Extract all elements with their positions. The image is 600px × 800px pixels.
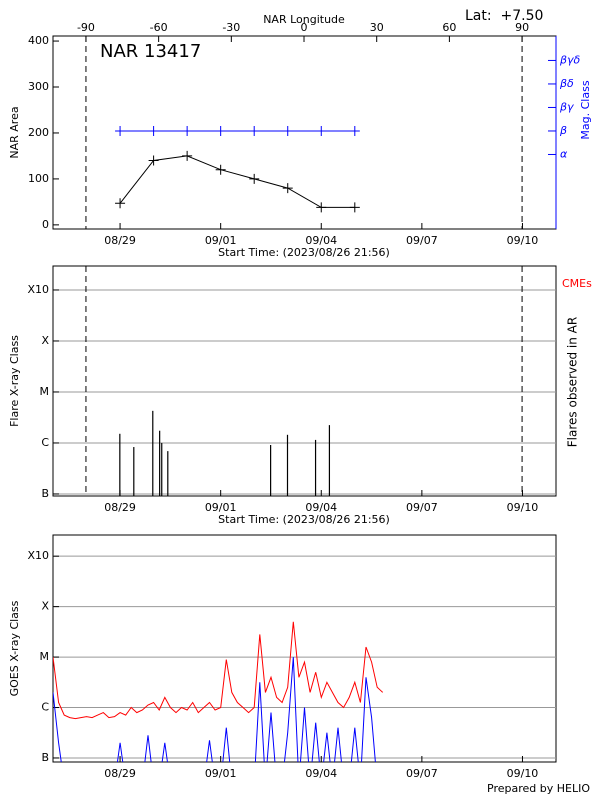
marker bbox=[349, 125, 360, 136]
x2-tick-label: -60 bbox=[150, 21, 168, 34]
y2-tick-label: βδ bbox=[559, 77, 574, 90]
y-tick-label: C bbox=[41, 701, 49, 714]
y-tick-label: 200 bbox=[28, 126, 49, 139]
y2-axis-label: Mag. Class bbox=[579, 80, 592, 139]
marker bbox=[316, 202, 327, 213]
marker bbox=[148, 155, 159, 166]
y-tick-label: 0 bbox=[42, 218, 49, 231]
series-line bbox=[119, 155, 355, 208]
y-tick-label: 400 bbox=[28, 34, 49, 47]
x-tick-label: 09/07 bbox=[406, 501, 438, 514]
annotation: CMEs bbox=[562, 277, 592, 290]
marker bbox=[349, 202, 360, 213]
y-axis-label: GOES X-ray Class bbox=[8, 600, 21, 696]
x-axis-label: Start Time: (2023/08/26 21:56) bbox=[218, 246, 390, 259]
y2-tick-label: β bbox=[559, 124, 567, 137]
y-tick-label: 300 bbox=[28, 80, 49, 93]
x2-tick-label: -30 bbox=[222, 21, 240, 34]
x-tick-label: 08/29 bbox=[104, 234, 136, 247]
x2-tick-label: 0 bbox=[301, 21, 308, 34]
marker bbox=[316, 125, 327, 136]
y-tick-label: 100 bbox=[28, 172, 49, 185]
x-axis-label: Start Time: (2023/08/26 21:56) bbox=[218, 513, 390, 526]
y-tick-label: X bbox=[41, 334, 49, 347]
x-tick-label: 09/01 bbox=[205, 234, 237, 247]
y-tick-label: X10 bbox=[27, 283, 49, 296]
x2-axis-label: NAR Longitude bbox=[263, 13, 345, 26]
x-tick-label: 09/07 bbox=[406, 234, 438, 247]
y-tick-label: M bbox=[40, 650, 50, 663]
latitude: Lat: +7.50 bbox=[465, 8, 543, 24]
x-tick-label: 09/01 bbox=[205, 501, 237, 514]
footer: Prepared by HELIO bbox=[487, 782, 590, 795]
x-tick-label: 09/04 bbox=[305, 234, 337, 247]
marker bbox=[249, 173, 260, 184]
y-tick-label: B bbox=[41, 487, 49, 500]
x-tick-label: 09/04 bbox=[305, 767, 337, 780]
marker bbox=[115, 125, 126, 136]
x-tick-label: 08/29 bbox=[104, 767, 136, 780]
plot-frame bbox=[52, 265, 557, 497]
series-line bbox=[53, 657, 376, 762]
x2-tick-label: 60 bbox=[442, 21, 456, 34]
plot-frame bbox=[52, 534, 557, 763]
y-axis-label: Flare X-ray Class bbox=[8, 335, 21, 427]
marker bbox=[182, 125, 193, 136]
y-tick-label: X bbox=[41, 600, 49, 613]
x2-tick-label: 30 bbox=[370, 21, 384, 34]
y2-tick-label: βγδ bbox=[559, 53, 581, 66]
x-tick-label: 09/10 bbox=[507, 234, 539, 247]
y-tick-label: C bbox=[41, 436, 49, 449]
marker bbox=[282, 125, 293, 136]
y2-axis-label: Flares observed in AR bbox=[566, 317, 580, 447]
x2-tick-label: 90 bbox=[515, 21, 529, 34]
marker bbox=[215, 164, 226, 175]
chart-title: NAR 13417 bbox=[100, 41, 201, 62]
plot-frame bbox=[52, 35, 557, 230]
x2-tick-label: -90 bbox=[77, 21, 95, 34]
y2-tick-label: α bbox=[560, 147, 568, 160]
marker bbox=[182, 150, 193, 161]
marker bbox=[215, 125, 226, 136]
y-tick-label: M bbox=[40, 385, 50, 398]
marker bbox=[249, 125, 260, 136]
x-tick-label: 08/29 bbox=[104, 501, 136, 514]
x-tick-label: 09/10 bbox=[507, 501, 539, 514]
marker bbox=[282, 183, 293, 194]
x-tick-label: 09/10 bbox=[507, 767, 539, 780]
marker bbox=[115, 198, 126, 209]
marker bbox=[148, 125, 159, 136]
y-tick-label: B bbox=[41, 751, 49, 764]
x-tick-label: 09/04 bbox=[305, 501, 337, 514]
x-tick-label: 09/01 bbox=[205, 767, 237, 780]
y2-tick-label: βγ bbox=[559, 100, 574, 113]
y-tick-label: X10 bbox=[27, 549, 49, 562]
y-axis-label: NAR Area bbox=[8, 106, 21, 158]
series-line bbox=[53, 621, 384, 720]
x-tick-label: 09/07 bbox=[406, 767, 438, 780]
